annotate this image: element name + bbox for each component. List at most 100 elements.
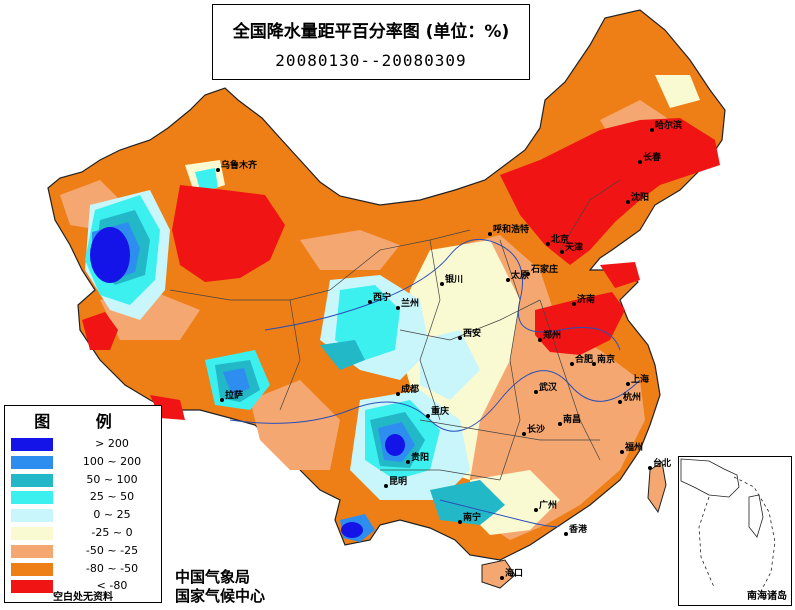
city-label: 哈尔滨 — [655, 121, 683, 131]
city-marker — [396, 392, 400, 396]
legend-item: 50 ~ 100 — [11, 473, 161, 489]
legend-item: 0 ~ 25 — [11, 508, 161, 524]
city-marker — [500, 576, 504, 580]
city-label: 昆明 — [389, 477, 408, 487]
city-label: 郑州 — [543, 331, 562, 341]
city-label: 呼和浩特 — [493, 225, 530, 235]
city-marker — [638, 160, 642, 164]
legend-label: > 200 — [95, 437, 129, 450]
city-label: 南宁 — [463, 513, 482, 523]
legend-item: 25 ~ 50 — [11, 490, 161, 506]
legend-title: 图 例 — [34, 412, 132, 431]
legend-item: > 200 — [11, 437, 161, 453]
legend-item: < -80 — [11, 579, 161, 595]
city-marker — [538, 338, 542, 342]
city-label: 天津 — [565, 243, 584, 253]
city-marker — [650, 128, 654, 132]
legend-label: 100 ~ 200 — [82, 454, 142, 468]
city-label: 香港 — [569, 525, 588, 535]
city-marker — [560, 250, 564, 254]
city-label: 西宁 — [373, 293, 392, 303]
legend-label: -50 ~ -25 — [85, 543, 139, 557]
legend-box: 图 例 > 200 100 ~ 200 50 ~ 100 25 ~ 50 0 ~ 25 -… — [4, 405, 162, 603]
city-marker — [618, 400, 622, 404]
hainan-island — [481, 559, 516, 589]
city-marker — [384, 484, 388, 488]
city-marker — [406, 460, 410, 464]
map-period: 20080130--20080309 — [275, 51, 467, 70]
province-boundaries — [169, 179, 621, 481]
legend-swatch — [11, 473, 53, 487]
city-label: 南昌 — [563, 415, 582, 425]
credit-agency: 中国气象局 — [175, 568, 251, 586]
taiwan-island — [647, 461, 667, 514]
city-marker — [558, 422, 562, 426]
legend-swatch — [11, 580, 53, 594]
city-label: 北京 — [551, 235, 570, 245]
rivers — [229, 238, 641, 528]
city-marker — [546, 242, 550, 246]
legend-swatch — [11, 455, 53, 469]
city-marker — [396, 306, 400, 310]
credit-center: 国家气候中心 — [175, 587, 266, 605]
city-label: 南京 — [597, 355, 616, 365]
city-marker — [368, 300, 372, 304]
legend-label: < -80 — [96, 579, 128, 593]
legend-swatch — [11, 562, 53, 576]
legend-item: -25 ~ 0 — [11, 526, 161, 542]
city-marker — [570, 362, 574, 366]
legend-swatch — [11, 438, 53, 451]
city-label: 海口 — [505, 569, 524, 579]
city-marker — [506, 278, 510, 282]
inset-label: 南海诸岛 — [747, 591, 787, 602]
city-label: 台北 — [653, 459, 672, 469]
city-marker — [522, 432, 526, 436]
legend-label: -25 ~ 0 — [91, 526, 133, 539]
city-marker — [426, 414, 430, 418]
legend-label: 25 ~ 50 — [89, 490, 135, 504]
city-label: 福州 — [625, 443, 644, 453]
zone-deep-blue — [90, 227, 405, 538]
city-marker — [626, 200, 630, 204]
city-label: 重庆 — [431, 407, 450, 417]
inset-map — [680, 458, 776, 596]
city-label: 武汉 — [539, 383, 558, 393]
legend-swatch — [11, 491, 53, 505]
legend-label: 0 ~ 25 — [93, 508, 131, 522]
map-title-box: 全国降水量距平百分率图 (单位：%) 20080130--20080309 — [212, 4, 530, 80]
city-label: 济南 — [577, 295, 596, 305]
city-label: 石家庄 — [531, 265, 559, 275]
city-label: 兰州 — [401, 299, 420, 309]
city-label: 广州 — [539, 501, 558, 511]
legend-item: -80 ~ -50 — [11, 562, 161, 578]
city-label: 长沙 — [527, 425, 546, 435]
map-title: 全国降水量距平百分率图 (单位：%) — [232, 22, 510, 42]
city-label: 乌鲁木齐 — [221, 161, 258, 171]
city-marker — [592, 362, 596, 366]
city-marker — [534, 508, 538, 512]
city-label: 拉萨 — [225, 391, 244, 401]
south-china-sea-inset: 南海诸岛 — [678, 456, 792, 606]
city-label: 合肥 — [575, 355, 594, 365]
city-marker — [440, 282, 444, 286]
city-marker — [526, 272, 530, 276]
city-marker — [620, 450, 624, 454]
city-label: 上海 — [631, 375, 650, 385]
city-marker — [534, 390, 538, 394]
city-label: 银川 — [445, 275, 464, 285]
city-marker — [458, 336, 462, 340]
city-label: 太原 — [511, 271, 530, 281]
city-label: 西安 — [463, 329, 482, 339]
legend-item: 100 ~ 200 — [11, 455, 161, 471]
city-marker — [216, 168, 220, 172]
legend-swatch — [11, 544, 53, 558]
city-label: 贵阳 — [411, 453, 430, 463]
legend-label: 50 ~ 100 — [86, 472, 138, 486]
city-marker — [488, 232, 492, 236]
legend-swatch — [11, 527, 53, 540]
city-label: 沈阳 — [631, 193, 650, 203]
city-marker — [626, 382, 630, 386]
legend-item: -50 ~ -25 — [11, 544, 161, 560]
legend-swatch — [11, 509, 53, 523]
